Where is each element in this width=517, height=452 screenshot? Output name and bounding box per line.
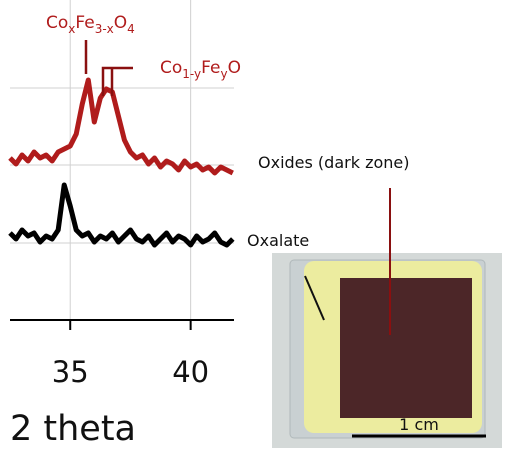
annotation-part: O <box>228 58 241 78</box>
annotation-part: O <box>114 13 127 33</box>
x-axis-label: 2 theta <box>10 409 136 449</box>
annotation-part: Fe <box>201 58 220 78</box>
x-tick-label: 35 <box>52 355 89 389</box>
annotation-part: Co <box>160 58 182 78</box>
annotation-part: 1-y <box>182 67 201 81</box>
scale-bar-label: 1 cm <box>399 415 439 434</box>
data-line <box>8 77 234 176</box>
x-tick-label: 40 <box>172 355 209 389</box>
photo-label: Oxides (dark zone) <box>258 153 409 172</box>
peak-leaders <box>84 40 133 96</box>
data-line <box>8 182 235 248</box>
oxide-zone <box>340 278 472 418</box>
annotation-part: 3-x <box>95 22 114 36</box>
photo: 1 cm <box>272 188 502 448</box>
annotation-part: 4 <box>127 22 135 36</box>
annotation: CoxFe3-xO4 <box>46 13 135 36</box>
chart: 35 40 2 theta <box>8 0 235 449</box>
annotation-part: y <box>220 67 227 81</box>
annotation-part: Fe <box>75 13 94 33</box>
photo-label: Oxalate <box>247 231 309 250</box>
pointer-line <box>304 275 325 321</box>
annotation-part: Co <box>46 13 68 33</box>
annotation: Co1-yFeyO <box>160 58 241 81</box>
leader-line <box>101 66 133 96</box>
annotation-part: x <box>68 22 75 36</box>
